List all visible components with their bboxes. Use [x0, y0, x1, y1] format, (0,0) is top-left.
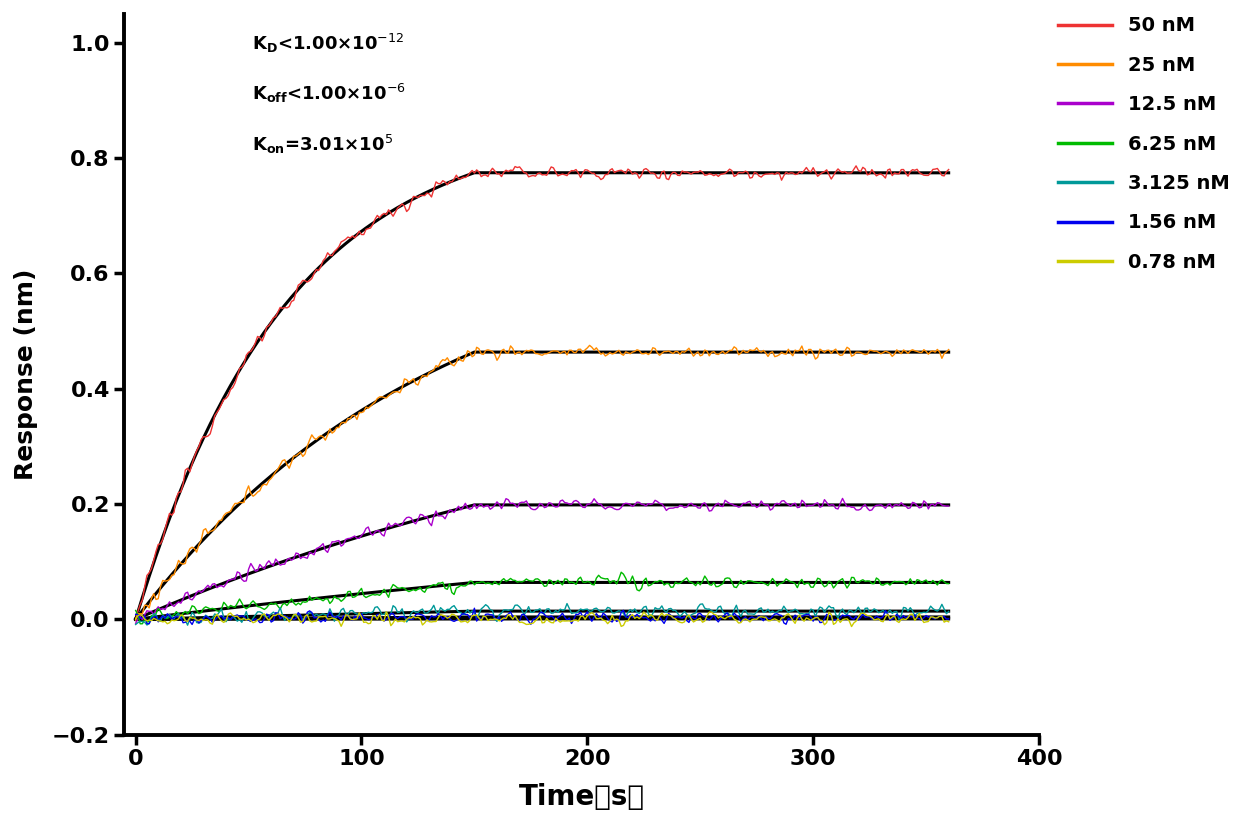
Text: K$_\mathregular{on}$=3.01×10$^5$: K$_\mathregular{on}$=3.01×10$^5$	[253, 133, 393, 156]
Text: K$_\mathregular{off}$<1.00×10$^{-6}$: K$_\mathregular{off}$<1.00×10$^{-6}$	[253, 82, 407, 106]
Y-axis label: Response (nm): Response (nm)	[14, 269, 37, 480]
Legend: 50 nM, 25 nM, 12.5 nM, 6.25 nM, 3.125 nM, 1.56 nM, 0.78 nM: 50 nM, 25 nM, 12.5 nM, 6.25 nM, 3.125 nM…	[1057, 16, 1229, 272]
X-axis label: Time（s）: Time（s）	[519, 783, 644, 811]
Text: K$_\mathregular{D}$<1.00×10$^{-12}$: K$_\mathregular{D}$<1.00×10$^{-12}$	[253, 32, 404, 55]
